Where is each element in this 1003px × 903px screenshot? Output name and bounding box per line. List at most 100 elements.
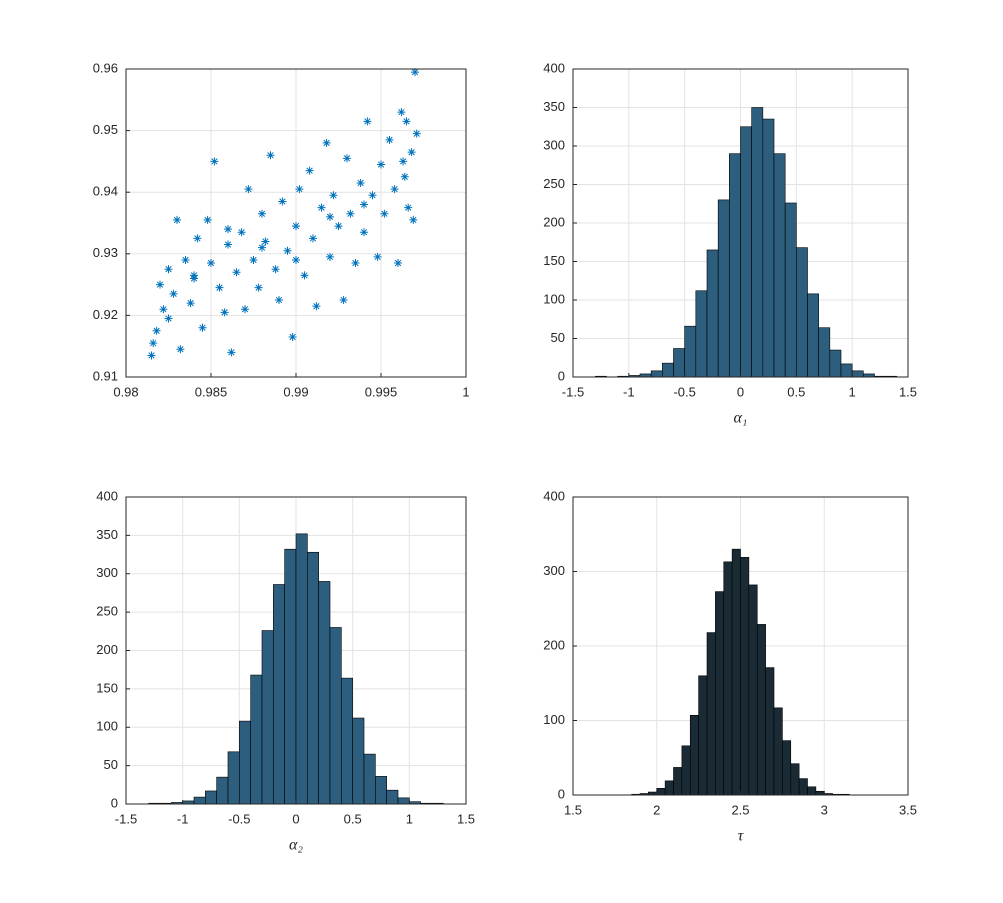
histogram-bar [239, 720, 251, 805]
histogram-bar [329, 627, 342, 805]
scatter-point [295, 185, 304, 194]
histogram-bar [662, 362, 674, 378]
histogram-bar [295, 533, 308, 805]
x-tick-label: 1.5 [564, 802, 582, 817]
scatter-point [193, 234, 202, 243]
scatter-point [261, 237, 270, 246]
x-tick-label: 2.5 [731, 802, 749, 817]
y-tick-label: 350 [543, 99, 565, 114]
x-tick-label: 3 [821, 802, 828, 817]
histogram-bar [748, 584, 758, 796]
histogram-bar [715, 591, 725, 796]
scatter-point [404, 203, 413, 212]
scatter-point [159, 305, 168, 314]
histogram-bar [698, 675, 708, 796]
y-tick-label: 200 [543, 637, 565, 652]
scatter-point [326, 252, 334, 261]
scatter-point [397, 108, 406, 117]
histogram-bar [397, 797, 410, 805]
histogram-bar [740, 557, 750, 796]
histogram-bar [784, 202, 797, 378]
y-tick-label: 400 [543, 60, 565, 75]
scatter-point [176, 345, 185, 354]
scatter-point [292, 255, 300, 264]
y-tick-label: 250 [96, 604, 118, 619]
scatter-point [300, 271, 309, 280]
x-tick-label: 0 [292, 811, 299, 826]
scatter-point [254, 283, 263, 292]
y-tick-label: 300 [543, 137, 565, 152]
histogram-bar [650, 370, 663, 378]
scatter-point [203, 215, 212, 224]
histogram-bar [250, 674, 263, 805]
x-tick-label: 1.5 [457, 811, 475, 826]
y-tick-label: 0.92 [93, 307, 118, 322]
histogram-bar [261, 630, 274, 805]
x-axis-label: α₁ [734, 410, 748, 427]
scatter-point [292, 222, 300, 231]
scatter-point [207, 259, 215, 268]
scatter-point [227, 348, 236, 357]
x-tick-label: -1.5 [562, 384, 584, 399]
x-tick-label: -1 [623, 384, 635, 399]
scatter-point [266, 151, 275, 160]
histogram-bar [673, 767, 683, 796]
y-tick-label: 0.93 [93, 245, 118, 260]
scatter-point [156, 280, 164, 289]
histogram-bar [684, 325, 697, 378]
y-tick-label: 0.91 [93, 368, 118, 383]
scatter-point [186, 299, 195, 308]
scatter-point [224, 225, 232, 234]
scatter-point [312, 302, 321, 311]
x-tick-label: 0.5 [344, 811, 362, 826]
histogram-bar [216, 776, 229, 805]
scatter-point [237, 228, 246, 237]
scatter-point [283, 246, 292, 255]
x-tick-label: 0.995 [365, 384, 398, 399]
scatter-point [411, 68, 419, 77]
histogram-bar [729, 153, 741, 378]
histogram-bar [765, 667, 775, 796]
histogram-bar [273, 584, 285, 805]
scatter-point [399, 157, 408, 166]
y-tick-label: 0 [558, 368, 565, 383]
y-tick-label: 0 [558, 786, 565, 801]
histogram-bar [205, 790, 217, 805]
histogram-bar [723, 561, 733, 796]
scatter-point [334, 222, 343, 231]
histogram-bar [352, 717, 365, 805]
scatter-point [317, 203, 326, 212]
x-tick-label: 1 [849, 384, 856, 399]
histogram-bar [673, 348, 685, 378]
scatter-point [380, 209, 389, 218]
scatter-point [149, 339, 158, 348]
y-tick-label: 200 [96, 642, 118, 657]
y-tick-label: 400 [543, 488, 565, 503]
y-tick-label: 350 [96, 527, 118, 542]
x-tick-label: 1.5 [899, 384, 917, 399]
histogram-bar [796, 247, 808, 378]
histogram-bar [363, 753, 376, 805]
scatter-point [169, 289, 178, 298]
scatter-point [249, 255, 258, 264]
x-tick-label: 1 [406, 811, 413, 826]
scatter-point [215, 283, 224, 292]
scatter-point [305, 166, 314, 175]
scatter-point [409, 215, 418, 224]
y-tick-label: 0.96 [93, 60, 118, 75]
x-tick-label: 0.5 [787, 384, 805, 399]
scatter-point [275, 296, 283, 304]
y-tick-label: 250 [543, 176, 565, 191]
histogram-bar [307, 551, 319, 805]
y-tick-label: 150 [543, 253, 565, 268]
histogram-bar [717, 199, 730, 378]
scatter-point [343, 154, 351, 163]
y-tick-label: 50 [551, 330, 565, 345]
histogram-bar [829, 349, 842, 378]
histogram-bar [375, 776, 387, 805]
scatter-point [164, 314, 173, 323]
scatter-point [173, 215, 181, 224]
histogram-bar [386, 789, 399, 805]
scatter-point [198, 323, 207, 332]
